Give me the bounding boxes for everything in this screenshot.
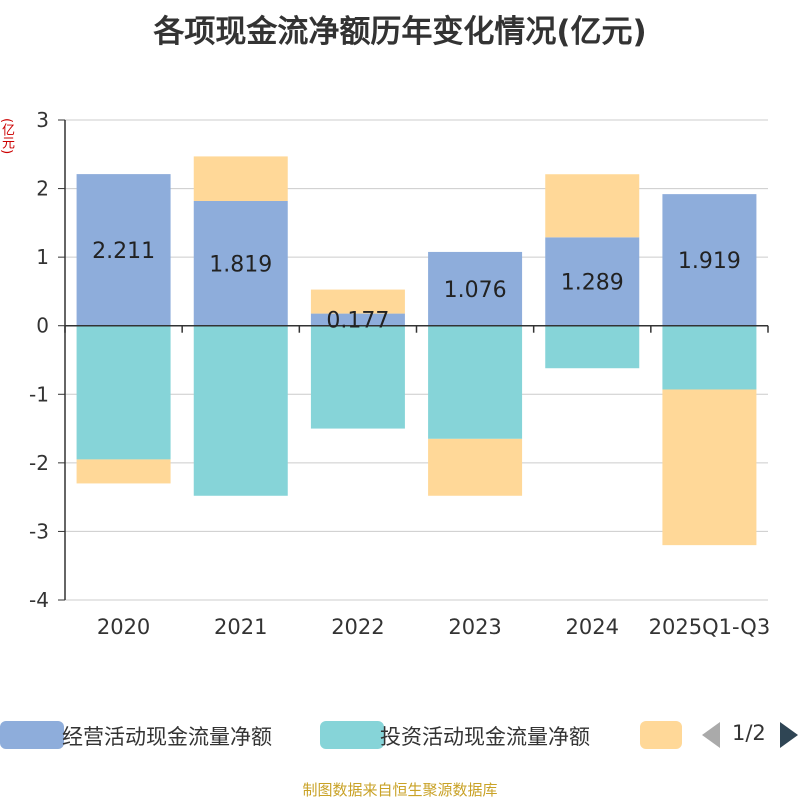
- legend-swatch-operating: [0, 721, 64, 749]
- y-tick-label: -4: [29, 588, 49, 612]
- data-label-2020: 2.211: [92, 239, 155, 264]
- axes: 3 2 1 0 -1 -2 -3 -4 2020 2021 2022 2023 2024 2025Q1-Q…: [29, 108, 770, 639]
- bar-2-2022: [310, 325, 405, 429]
- bar-3-2023: [428, 438, 523, 496]
- x-tick-label: 2021: [214, 615, 267, 639]
- data-label-2024: 1.289: [561, 271, 624, 296]
- data-label-2021: 1.819: [209, 252, 272, 277]
- y-tick-label: 2: [36, 177, 49, 201]
- data-label-2022: 0.177: [326, 309, 389, 334]
- bar-3-2020: [76, 459, 171, 484]
- next-page-arrow-icon[interactable]: [780, 722, 798, 748]
- bar-3-2024: [545, 174, 640, 238]
- legend: 经营活动现金流量净额 投资活动现金流量净额: [0, 718, 800, 752]
- y-tick-label: 1: [36, 245, 49, 269]
- bar-1-2020: [76, 174, 171, 326]
- bar-3-2021: [193, 156, 288, 201]
- legend-label-operating: 经营活动现金流量净额: [62, 725, 272, 749]
- x-tick-label: 2025Q1-Q3: [649, 615, 771, 639]
- bars: [76, 156, 757, 546]
- data-label-2023: 1.076: [444, 278, 507, 303]
- bar-1-2025Q1-Q3: [662, 194, 757, 326]
- x-tick-label: 2023: [448, 615, 501, 639]
- legend-pager: 1/2: [700, 718, 800, 752]
- legend-label-investing: 投资活动现金流量净额: [380, 725, 590, 749]
- x-tick-label: 2022: [331, 615, 384, 639]
- bar-1-2024: [545, 237, 640, 326]
- bar-2-2023: [428, 325, 523, 439]
- legend-page-indicator: 1/2: [732, 721, 766, 745]
- legend-swatch-financing: [640, 721, 682, 749]
- bar-2-2024: [545, 325, 640, 369]
- y-tick-label: 3: [36, 108, 49, 132]
- x-tick-label: 2024: [566, 615, 619, 639]
- bar-2-2021: [193, 325, 288, 496]
- data-source-note: 制图数据来自恒生聚源数据库: [302, 781, 498, 799]
- bar-1-2022: [310, 313, 405, 326]
- x-tick-label: 2020: [97, 615, 150, 639]
- data-label-2025Q1-Q3: 1.919: [678, 249, 741, 274]
- bar-1-2023: [428, 251, 523, 326]
- bar-3-2022: [310, 289, 405, 314]
- legend-swatch-investing: [320, 721, 384, 749]
- y-tick-label: 0: [36, 314, 49, 338]
- y-axis-unit: (亿元): [0, 118, 14, 155]
- y-tick-label: -1: [29, 382, 49, 406]
- bar-3-2025Q1-Q3: [662, 389, 757, 546]
- y-tick-label: -2: [29, 451, 49, 475]
- bar-1-2021: [193, 200, 288, 326]
- previous-page-arrow-icon[interactable]: [702, 722, 720, 748]
- bar-2-2025Q1-Q3: [662, 325, 757, 390]
- chart-title: 各项现金流净额历年变化情况(亿元): [153, 14, 647, 50]
- bar-2-2020: [76, 325, 171, 460]
- y-tick-label: -3: [29, 519, 49, 543]
- data-labels: 2.211 1.819 0.177 1.076 1.289 1.919: [92, 239, 741, 334]
- grid-lines: [65, 119, 768, 601]
